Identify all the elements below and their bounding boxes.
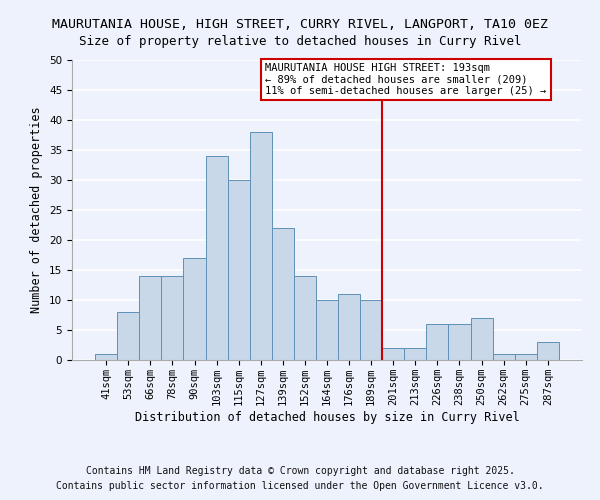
Text: Size of property relative to detached houses in Curry Rivel: Size of property relative to detached ho…: [79, 35, 521, 48]
Text: MAURUTANIA HOUSE, HIGH STREET, CURRY RIVEL, LANGPORT, TA10 0EZ: MAURUTANIA HOUSE, HIGH STREET, CURRY RIV…: [52, 18, 548, 30]
X-axis label: Distribution of detached houses by size in Curry Rivel: Distribution of detached houses by size …: [134, 410, 520, 424]
Bar: [470, 318, 493, 360]
Bar: [206, 156, 227, 360]
Bar: [227, 180, 250, 360]
Bar: [448, 324, 470, 360]
Bar: [316, 300, 338, 360]
Bar: [537, 342, 559, 360]
Bar: [117, 312, 139, 360]
Bar: [404, 348, 427, 360]
Text: MAURUTANIA HOUSE HIGH STREET: 193sqm
← 89% of detached houses are smaller (209)
: MAURUTANIA HOUSE HIGH STREET: 193sqm ← 8…: [265, 63, 547, 96]
Bar: [139, 276, 161, 360]
Text: Contains public sector information licensed under the Open Government Licence v3: Contains public sector information licen…: [56, 481, 544, 491]
Bar: [427, 324, 448, 360]
Text: Contains HM Land Registry data © Crown copyright and database right 2025.: Contains HM Land Registry data © Crown c…: [86, 466, 514, 476]
Bar: [250, 132, 272, 360]
Bar: [95, 354, 117, 360]
Bar: [272, 228, 294, 360]
Bar: [338, 294, 360, 360]
Bar: [360, 300, 382, 360]
Y-axis label: Number of detached properties: Number of detached properties: [31, 106, 43, 314]
Bar: [184, 258, 206, 360]
Bar: [161, 276, 184, 360]
Bar: [294, 276, 316, 360]
Bar: [515, 354, 537, 360]
Bar: [382, 348, 404, 360]
Bar: [493, 354, 515, 360]
